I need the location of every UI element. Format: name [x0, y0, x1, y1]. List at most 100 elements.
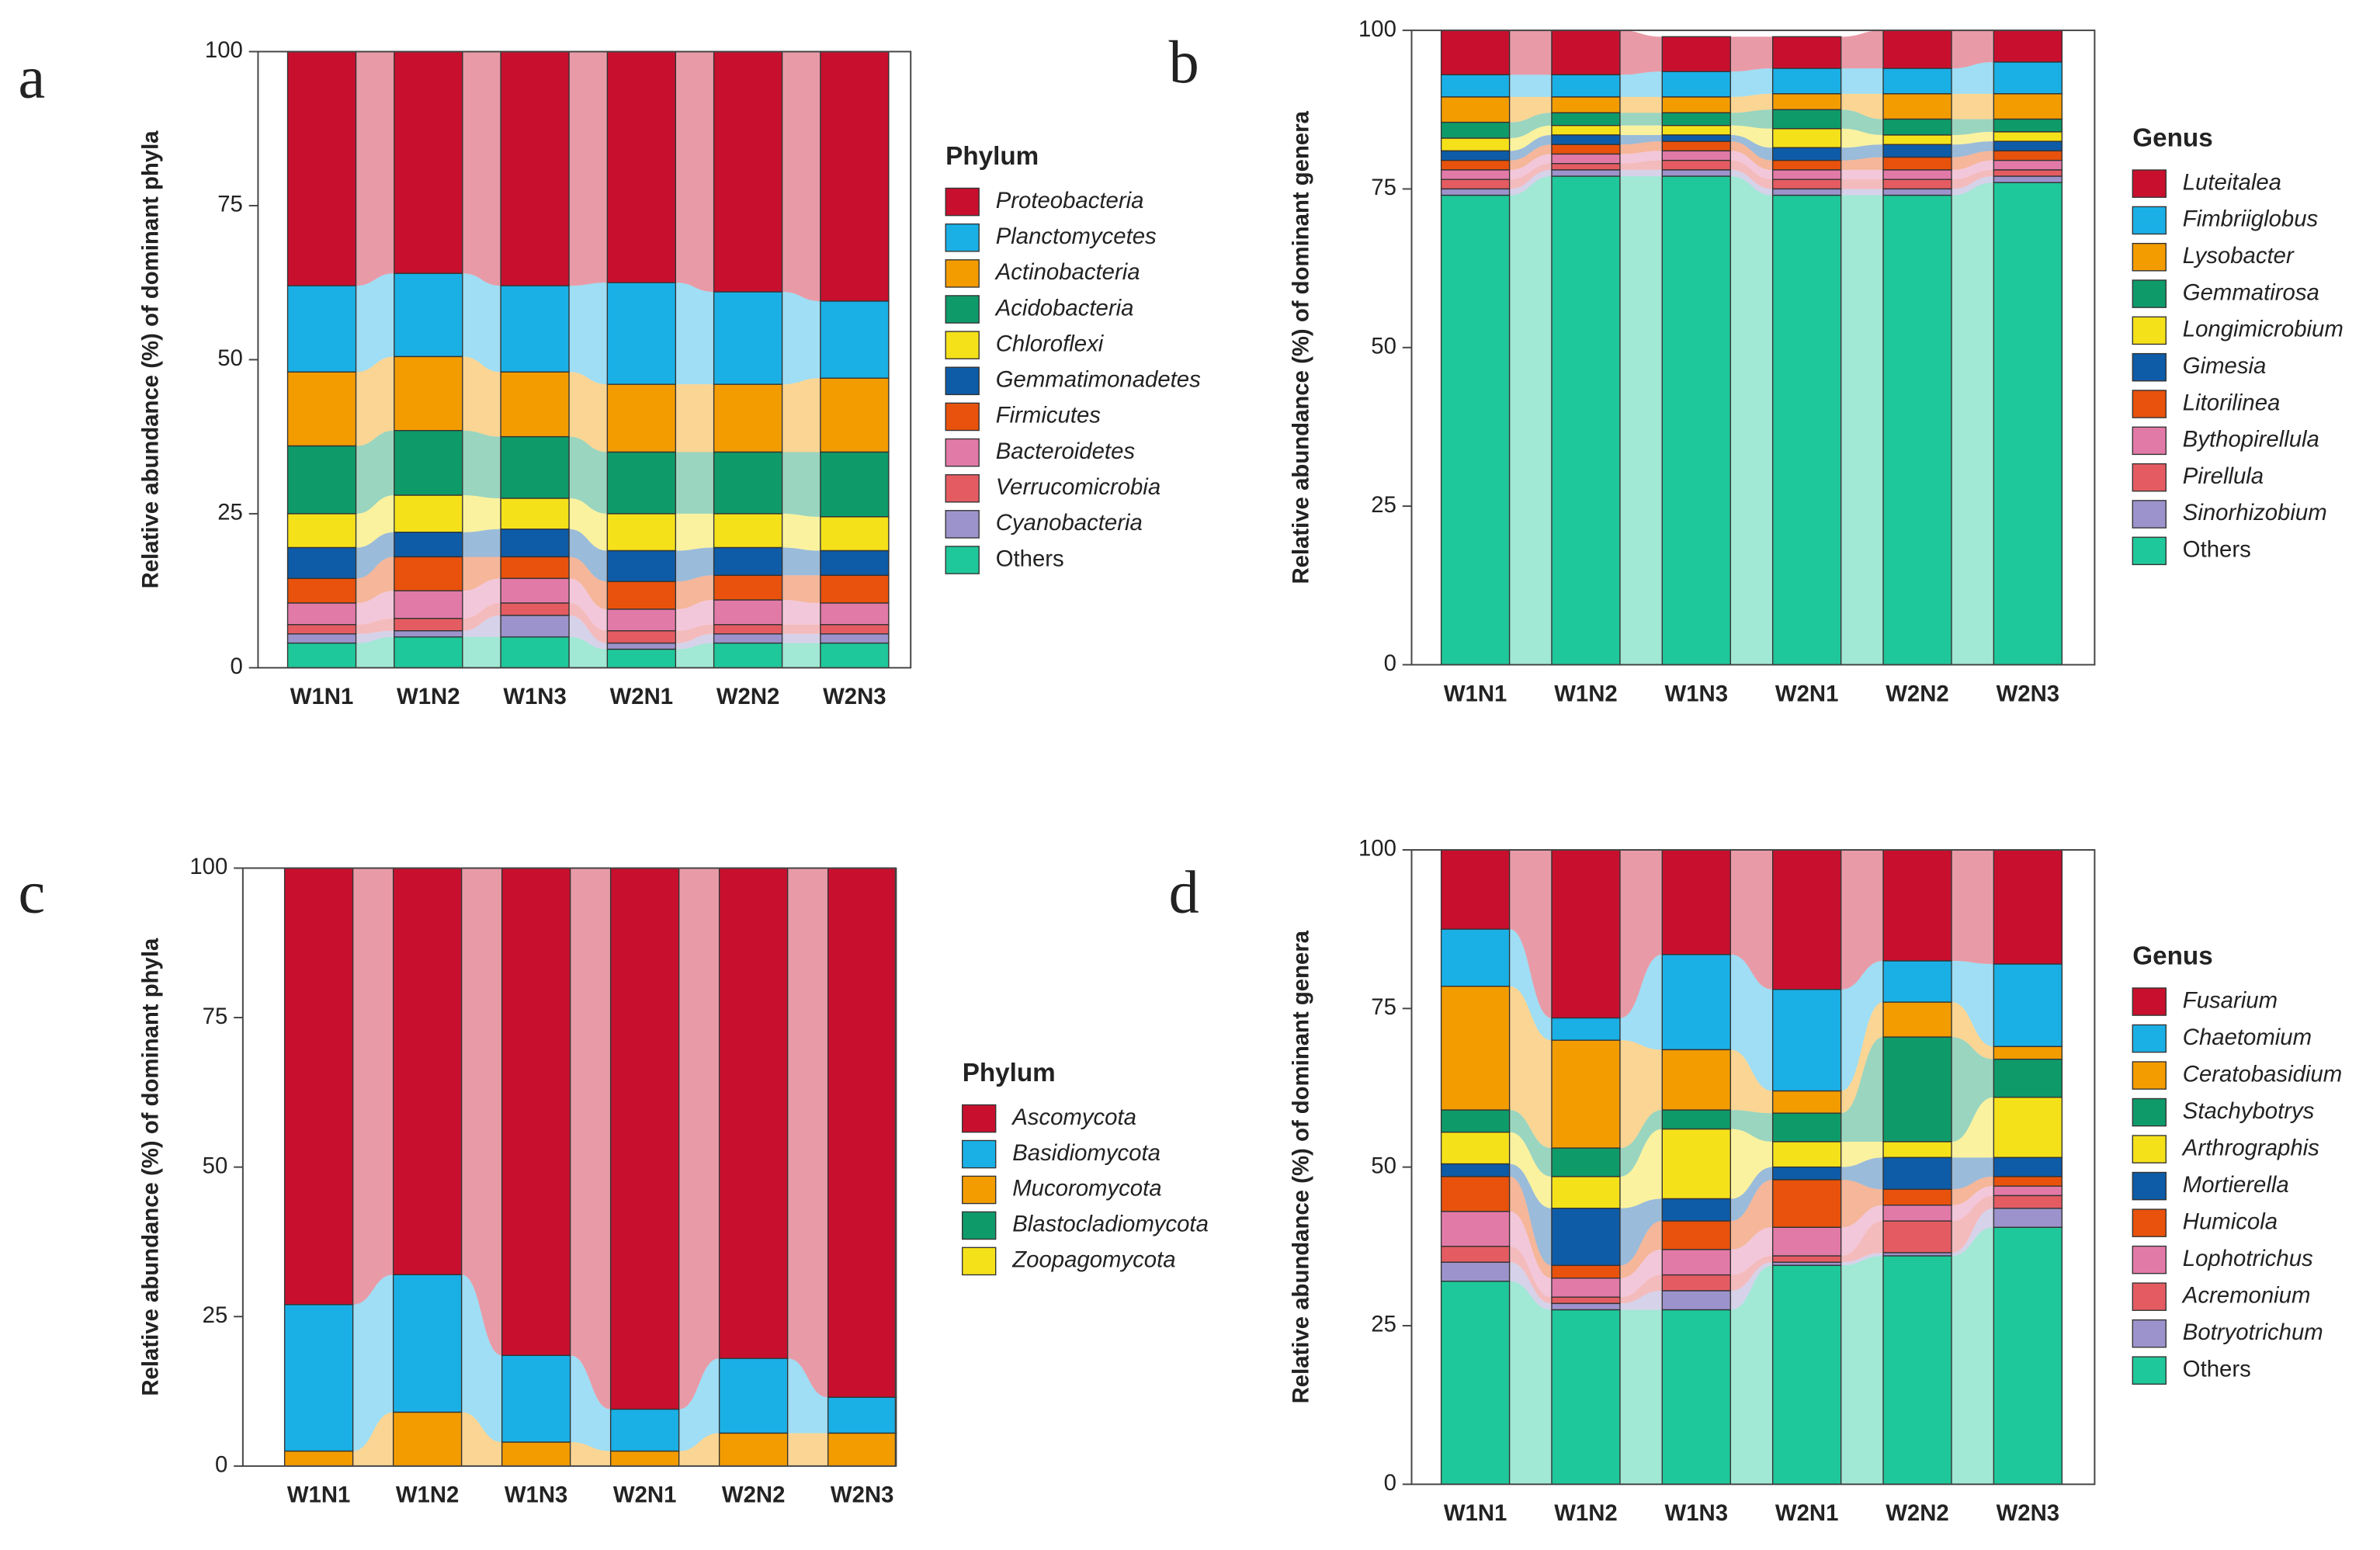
bar-segment [718, 1432, 789, 1467]
flow [1619, 30, 1663, 75]
flow [1951, 30, 1994, 69]
flow [1730, 169, 1773, 196]
bar-segment [1771, 1264, 1842, 1486]
flow [356, 51, 394, 286]
flow [569, 615, 608, 650]
bar-segment [500, 602, 570, 616]
flow [462, 557, 501, 591]
flow [569, 636, 608, 668]
flow [569, 372, 608, 453]
bar-segment [1661, 1198, 1731, 1222]
panel: W1N1 W1N2 W1N3 W2N1 W2N2 W2N3 0 25 50 75 100 Relati… [18, 37, 1201, 709]
bar-segment [1661, 1109, 1731, 1130]
flow [675, 384, 714, 453]
flow [1619, 113, 1663, 126]
flow [678, 868, 720, 1410]
bar-segment [1661, 954, 1731, 1051]
flow [678, 1358, 720, 1451]
bar-segment [1551, 169, 1621, 177]
legend-swatch [2132, 242, 2167, 272]
legend-label: Bacteroidetes [996, 439, 1136, 464]
bar-segment [1771, 1226, 1842, 1257]
bar-segment [1661, 175, 1731, 666]
flow [1619, 169, 1663, 177]
bar-segment [1551, 1309, 1621, 1486]
legend-label: Verrucomicrobia [996, 474, 1161, 500]
flow [1951, 119, 1994, 135]
bar-segment [286, 50, 357, 286]
legend-label: Longimicrobium [2183, 317, 2344, 342]
bar-segment [1551, 74, 1621, 98]
bar-segment [820, 377, 890, 453]
x-tick-label: W1N2 [1554, 681, 1617, 706]
bar-segment [394, 618, 463, 632]
legend-swatch [2132, 1356, 2167, 1385]
flow [1730, 125, 1773, 148]
legend-swatch [962, 1139, 997, 1169]
flow [1951, 160, 1994, 180]
bar-segment [1882, 1036, 1952, 1143]
legend-label: Sinorhizobium [2183, 500, 2327, 525]
bar-segment [394, 355, 463, 432]
legend-label: Lophotrichus [2183, 1246, 2313, 1271]
flow [1730, 1049, 1773, 1114]
bar-segment [1993, 29, 2063, 63]
x-tick-label: W2N2 [1886, 681, 1948, 706]
bar-segment [1440, 1163, 1511, 1177]
legend-label: Acremonium [2181, 1282, 2311, 1308]
flow [1730, 151, 1773, 180]
flow [569, 557, 608, 609]
bar-segment [1661, 1049, 1731, 1111]
flow [1730, 849, 1773, 990]
legend-label: Ceratobasidium [2183, 1061, 2342, 1087]
bar-segment [1771, 194, 1842, 666]
flow [1951, 1037, 1994, 1142]
legend-title: Genus [2132, 942, 2212, 971]
flow [782, 292, 821, 385]
bar-segment [1993, 61, 2063, 95]
flow [1509, 113, 1552, 139]
flow [1509, 96, 1552, 123]
bar-segment [1993, 150, 2063, 161]
bar-segment [286, 602, 357, 626]
x-tick-label: W2N2 [722, 1482, 785, 1508]
flow [782, 378, 821, 453]
flow [1509, 1211, 1552, 1298]
bar-segment [827, 867, 897, 1398]
flow [787, 1433, 828, 1466]
legend-label: Fimbriiglobus [2183, 206, 2319, 232]
bar-segment [1661, 125, 1731, 136]
bar-segment [1440, 1281, 1511, 1486]
bar-segment [1882, 169, 1952, 180]
flow [1619, 134, 1663, 145]
y-tick-label: 0 [231, 654, 243, 679]
y-tick-label: 50 [217, 345, 243, 371]
bar-segment [1882, 1141, 1952, 1159]
bar-segment [1551, 1302, 1621, 1311]
legend-swatch [2132, 169, 2167, 198]
flow [675, 600, 714, 631]
flow [675, 547, 714, 582]
bar-segment [1771, 1255, 1842, 1263]
bar-segment [1771, 93, 1842, 110]
x-tick-label: W1N1 [290, 684, 353, 709]
bar-segment [1661, 849, 1731, 955]
bar-segment [606, 642, 677, 650]
bar-segment [820, 642, 890, 669]
flow [1619, 71, 1663, 97]
bar-segment [392, 1274, 463, 1413]
bar-segment [1440, 1176, 1511, 1212]
bar-segment [1771, 109, 1842, 130]
flow [1841, 1205, 1884, 1257]
bar-segment [394, 494, 463, 533]
flow [1841, 1141, 1884, 1167]
flow [1509, 154, 1552, 180]
legend-label: Luteitalea [2183, 169, 2281, 195]
legend-label: Basidiomycota [1012, 1140, 1161, 1166]
bar-segment [1440, 1109, 1511, 1133]
legend-swatch [945, 295, 980, 324]
bar-segment [1440, 1132, 1511, 1165]
flow [1951, 961, 1994, 1047]
legend-swatch [2132, 206, 2167, 235]
flow [1509, 1246, 1552, 1304]
